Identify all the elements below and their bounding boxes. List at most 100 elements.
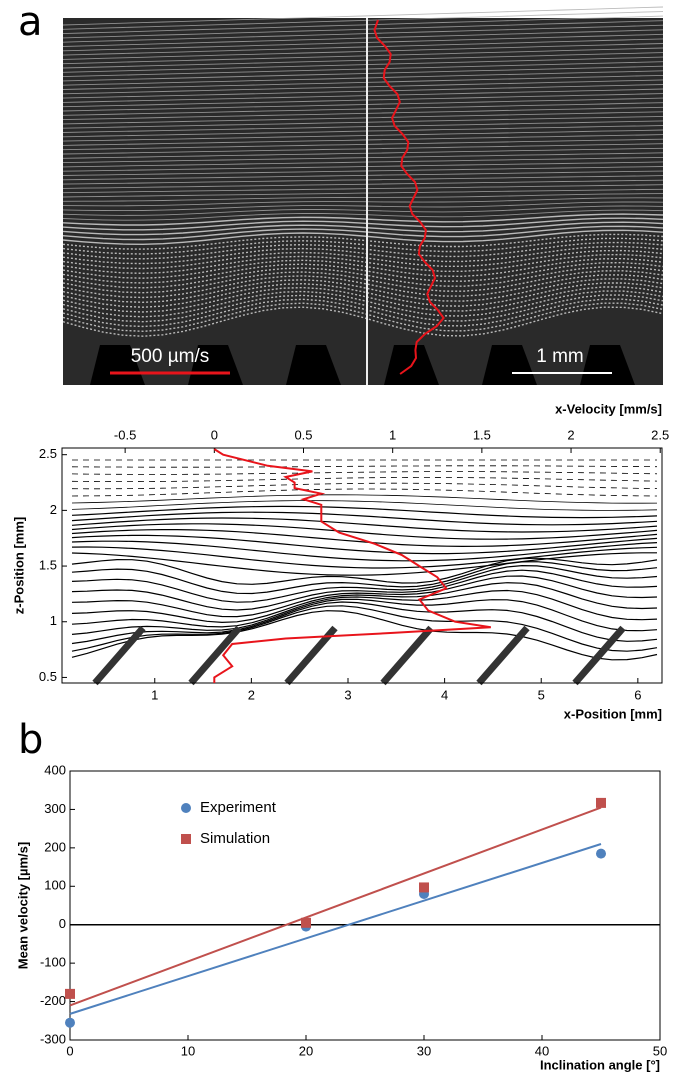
marker [301, 917, 311, 928]
streak [62, 197, 664, 207]
streamline [71, 564, 658, 603]
streak [62, 24, 664, 43]
streak [62, 241, 664, 260]
fit-line [69, 806, 602, 1007]
streak [62, 274, 664, 299]
top-x-tick-label: 2 [567, 427, 574, 442]
legend-label: Experiment [200, 799, 277, 816]
plot-frame [61, 447, 663, 684]
x-tick-label: 10 [181, 1043, 195, 1058]
streamline [71, 546, 658, 569]
streak [62, 111, 664, 125]
streak [62, 193, 664, 202]
legend-marker [181, 834, 191, 844]
streak [62, 120, 664, 133]
y-tick-label: 2.5 [39, 446, 57, 461]
bar-obstacle [476, 625, 530, 686]
scale-label: 1 mm [536, 346, 584, 367]
streak [62, 11, 664, 30]
top-x-tick-label: 1.5 [473, 427, 491, 442]
bump [482, 345, 537, 385]
x-axis-label: Inclination angle [°] [540, 1057, 660, 1072]
velocity-trace [373, 19, 445, 375]
streak [62, 184, 664, 194]
streamline [71, 488, 658, 497]
streak [62, 188, 664, 198]
top-x-tick-label: -0.5 [114, 427, 136, 442]
streak [62, 175, 664, 185]
panel-label: a [18, 0, 43, 45]
y-tick-label: 1.5 [39, 557, 57, 572]
streak [62, 306, 664, 337]
streak [62, 213, 664, 226]
streak [62, 93, 664, 108]
bump [286, 345, 341, 385]
legend-label: Simulation [200, 830, 270, 847]
scale-label: 500 µm/s [131, 346, 210, 367]
y-tick-label: -200 [40, 993, 66, 1008]
x-tick-label: 20 [299, 1043, 313, 1058]
streak [62, 102, 664, 116]
streak [62, 38, 664, 56]
streak [62, 179, 664, 189]
y-tick-label: 2 [50, 502, 57, 517]
streak [62, 249, 664, 270]
streak [62, 84, 664, 99]
streamline [71, 598, 658, 635]
y-axis-label: Mean velocity [µm/s] [15, 842, 30, 969]
y-tick-label: 0 [59, 916, 66, 931]
streak [62, 20, 664, 39]
plot-frame [69, 770, 661, 1041]
x-tick-label: 4 [441, 687, 448, 702]
streak [62, 138, 664, 151]
streamline [71, 529, 658, 548]
streak [62, 257, 664, 279]
x-tick-label: 5 [538, 687, 545, 702]
streak [62, 147, 664, 159]
streamline [71, 589, 658, 628]
x-tick-label: 0 [66, 1043, 73, 1058]
streak [62, 61, 664, 78]
x-tick-label: 2 [248, 687, 255, 702]
streak [62, 79, 664, 95]
panel-label: b [18, 717, 43, 763]
top-x-tick-label: 0.5 [294, 427, 312, 442]
bump [90, 345, 145, 385]
streak [62, 229, 664, 246]
y-tick-label: 400 [44, 762, 66, 777]
streak [62, 106, 664, 121]
streak [62, 245, 664, 265]
y-tick-label: -300 [40, 1031, 66, 1046]
marker [65, 988, 75, 999]
streak [62, 33, 664, 52]
streak [62, 97, 664, 112]
streamline [71, 605, 658, 652]
fit-line [69, 843, 602, 1015]
streak [62, 294, 664, 323]
x-axis-label: x-Position [mm] [564, 706, 662, 721]
top-x-axis-label: x-Velocity [mm/s] [555, 401, 662, 416]
streamline [71, 601, 658, 645]
streak [62, 143, 664, 155]
bar-obstacle [92, 625, 146, 686]
bar-obstacle [380, 625, 434, 686]
x-tick-label: 40 [535, 1043, 549, 1058]
x-tick-label: 3 [344, 687, 351, 702]
velocity-profile [213, 448, 491, 683]
streamline [71, 523, 658, 540]
streak [62, 52, 664, 69]
bar-obstacle [572, 625, 626, 686]
streak [62, 233, 664, 250]
streak [62, 56, 664, 73]
streak [62, 282, 664, 308]
marker [596, 848, 606, 859]
bar-obstacle [188, 625, 242, 686]
x-tick-label: 1 [151, 687, 158, 702]
legend-marker [181, 803, 191, 813]
streamline [71, 517, 658, 533]
streamline [71, 500, 658, 511]
y-tick-label: 300 [44, 801, 66, 816]
marker [419, 882, 429, 893]
streak [62, 43, 664, 60]
